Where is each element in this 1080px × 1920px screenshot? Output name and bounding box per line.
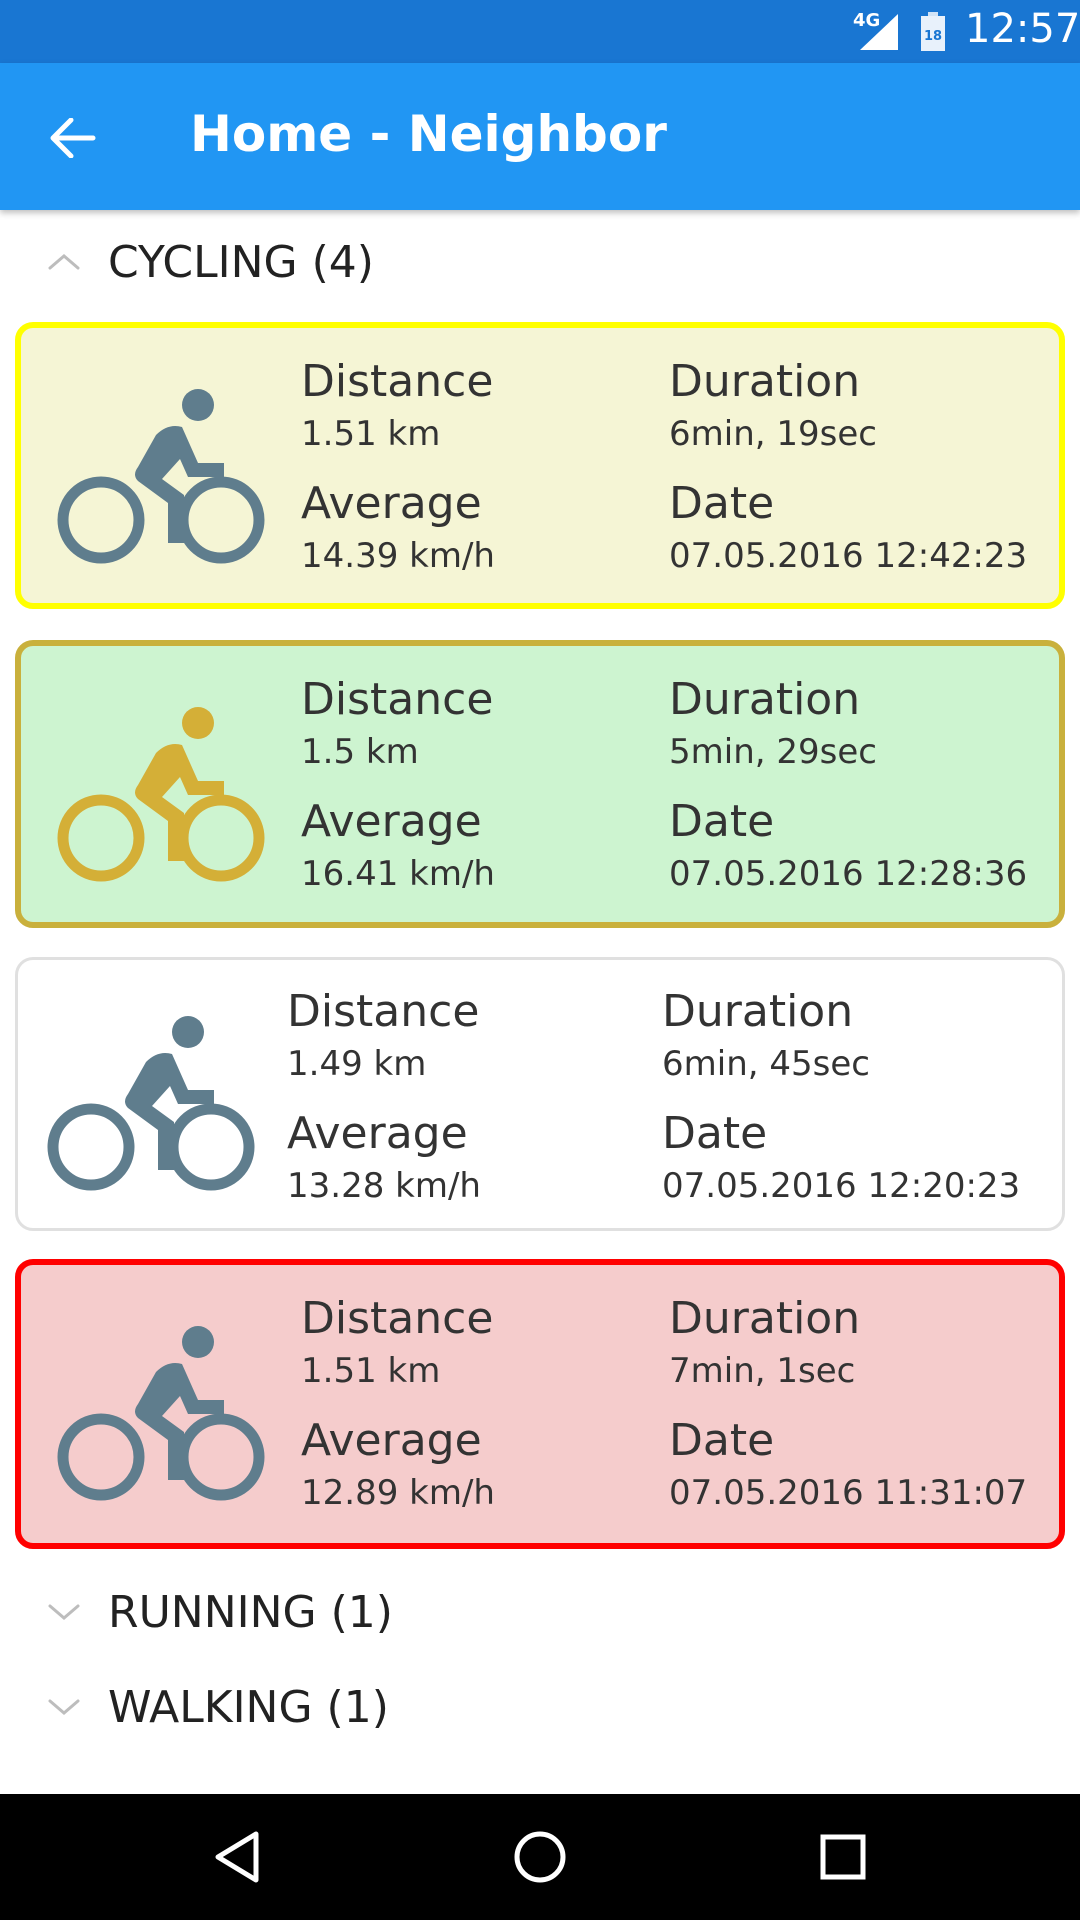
date-cell: Date 07.05.2016 12:20:23 — [662, 1108, 1020, 1206]
status-bar: 4G 18 12:57 — [0, 0, 1080, 63]
network-type: 4G — [853, 10, 881, 31]
distance-value: 1.51 km — [301, 1351, 441, 1391]
duration-label: Duration — [669, 1293, 861, 1344]
distance-label: Distance — [287, 986, 480, 1037]
date-label: Date — [669, 478, 775, 529]
duration-value: 7min, 1sec — [669, 1351, 856, 1391]
duration-value: 6min, 19sec — [669, 414, 877, 454]
duration-cell: Duration 6min, 19sec — [669, 356, 877, 454]
chevron-down-icon — [48, 1604, 80, 1620]
group-label: RUNNING (1) — [108, 1586, 393, 1638]
duration-value: 6min, 45sec — [662, 1044, 870, 1084]
date-value: 07.05.2016 12:42:23 — [669, 536, 1028, 576]
bike-icon — [47, 1016, 255, 1191]
date-label: Date — [662, 1108, 768, 1159]
distance-label: Distance — [301, 674, 494, 725]
group-header-cycling[interactable]: CYCLING (4) — [0, 222, 1080, 302]
distance-cell: Distance 1.51 km — [301, 1293, 493, 1391]
average-cell: Average 13.28 km/h — [287, 1108, 481, 1206]
navigation-bar — [0, 1794, 1080, 1920]
status-time: 12:57 — [965, 6, 1080, 52]
distance-cell: Distance 1.49 km — [287, 986, 479, 1084]
date-cell: Date 07.05.2016 11:31:07 — [669, 1415, 1027, 1513]
average-value: 13.28 km/h — [287, 1166, 481, 1206]
distance-cell: Distance 1.5 km — [301, 674, 493, 772]
duration-label: Duration — [662, 986, 854, 1037]
distance-cell: Distance 1.51 km — [301, 356, 493, 454]
date-cell: Date 07.05.2016 12:28:36 — [669, 796, 1027, 894]
average-label: Average — [301, 1415, 482, 1466]
triangle-back-icon — [215, 1831, 259, 1883]
date-value: 07.05.2016 11:31:07 — [669, 1473, 1028, 1513]
average-label: Average — [301, 796, 482, 847]
date-label: Date — [669, 796, 775, 847]
arrow-back-icon — [50, 118, 96, 158]
group-label: CYCLING (4) — [108, 236, 374, 288]
distance-value: 1.49 km — [287, 1044, 427, 1084]
average-value: 14.39 km/h — [301, 536, 495, 576]
activity-card[interactable]: Distance 1.5 km Duration 5min, 29sec Ave… — [15, 640, 1065, 928]
square-recents-icon — [820, 1834, 866, 1880]
signal-icon — [860, 14, 898, 50]
bike-icon — [57, 1326, 265, 1501]
average-cell: Average 14.39 km/h — [301, 478, 495, 576]
duration-label: Duration — [669, 356, 861, 407]
average-value: 16.41 km/h — [301, 854, 495, 894]
app-bar: Home - Neighbor — [0, 63, 1080, 210]
average-label: Average — [301, 478, 482, 529]
bike-icon — [57, 389, 265, 564]
average-label: Average — [287, 1108, 468, 1159]
date-value: 07.05.2016 12:20:23 — [662, 1166, 1021, 1206]
distance-label: Distance — [301, 356, 494, 407]
nav-home-button[interactable] — [507, 1824, 573, 1890]
average-value: 12.89 km/h — [301, 1473, 495, 1513]
duration-value: 5min, 29sec — [669, 732, 877, 772]
duration-cell: Duration 6min, 45sec — [662, 986, 870, 1084]
duration-label: Duration — [669, 674, 861, 725]
bike-icon — [57, 707, 265, 882]
nav-back-button[interactable] — [204, 1824, 270, 1890]
back-button[interactable] — [38, 103, 108, 173]
activity-card[interactable]: Distance 1.51 km Duration 6min, 19sec Av… — [15, 322, 1065, 609]
activity-card[interactable]: Distance 1.51 km Duration 7min, 1sec Ave… — [15, 1259, 1065, 1549]
group-header-running[interactable]: RUNNING (1) — [0, 1572, 1080, 1652]
group-header-walking[interactable]: WALKING (1) — [0, 1667, 1080, 1747]
distance-label: Distance — [301, 1293, 494, 1344]
nav-recents-button[interactable] — [810, 1824, 876, 1890]
group-label: WALKING (1) — [108, 1681, 389, 1733]
average-cell: Average 12.89 km/h — [301, 1415, 495, 1513]
distance-value: 1.5 km — [301, 732, 419, 772]
date-value: 07.05.2016 12:28:36 — [669, 854, 1028, 894]
circle-home-icon — [514, 1831, 566, 1883]
duration-cell: Duration 7min, 1sec — [669, 1293, 860, 1391]
duration-cell: Duration 5min, 29sec — [669, 674, 877, 772]
activity-card[interactable]: Distance 1.49 km Duration 6min, 45sec Av… — [15, 957, 1065, 1231]
battery-icon: 18 — [921, 12, 945, 51]
distance-value: 1.51 km — [301, 414, 441, 454]
page-title: Home - Neighbor — [190, 105, 667, 163]
chevron-up-icon — [48, 254, 80, 270]
chevron-down-icon — [48, 1699, 80, 1715]
date-label: Date — [669, 1415, 775, 1466]
battery-level: 18 — [924, 29, 942, 44]
average-cell: Average 16.41 km/h — [301, 796, 495, 894]
date-cell: Date 07.05.2016 12:42:23 — [669, 478, 1027, 576]
